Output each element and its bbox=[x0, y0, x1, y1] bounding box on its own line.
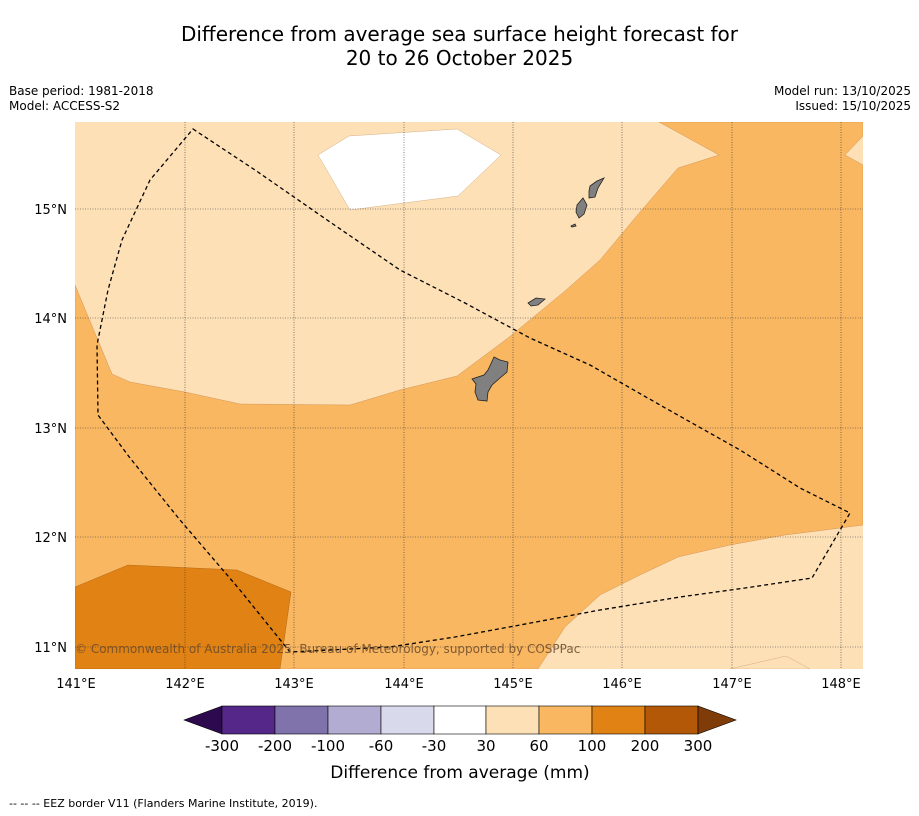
lon-label: 148°E bbox=[821, 677, 861, 692]
colorbar-extend-high bbox=[697, 705, 737, 735]
colorbar-segment bbox=[433, 705, 487, 735]
meta-right: Model run: 13/10/2025 Issued: 15/10/2025 bbox=[774, 84, 911, 114]
lon-label: 147°E bbox=[712, 677, 752, 692]
colorbar-tick-label: -30 bbox=[422, 737, 447, 755]
band-neutral bbox=[317, 128, 502, 211]
colorbar bbox=[183, 705, 737, 735]
band-30-60-bottom bbox=[729, 655, 811, 669]
lon-labels: 141°E 142°E 143°E 144°E 145°E 146°E 147°… bbox=[56, 677, 861, 692]
island-rota bbox=[527, 297, 546, 307]
model-text: Model: ACCESS-S2 bbox=[9, 99, 121, 113]
band-100-200 bbox=[75, 564, 292, 669]
colorbar-tick-label: 200 bbox=[631, 737, 660, 755]
lat-label: 12°N bbox=[34, 531, 67, 546]
issued-text: Issued: 15/10/2025 bbox=[795, 99, 911, 113]
colorbar-tick-label: -100 bbox=[311, 737, 345, 755]
colorbar-tick-label: 60 bbox=[529, 737, 548, 755]
map-area: © Commonwealth of Australia 2025, Bureau… bbox=[75, 122, 863, 669]
lon-label: 144°E bbox=[384, 677, 424, 692]
eez-border bbox=[96, 128, 851, 653]
colorbar-tick-label: -60 bbox=[369, 737, 394, 755]
title-line-1: Difference from average sea surface heig… bbox=[180, 22, 739, 46]
meta-left: Base period: 1981-2018 Model: ACCESS-S2 bbox=[9, 84, 154, 114]
colorbar-segment bbox=[644, 705, 699, 735]
lon-label: 141°E bbox=[56, 677, 96, 692]
copyright-text: © Commonwealth of Australia 2025, Bureau… bbox=[75, 642, 580, 656]
island-guam bbox=[471, 356, 509, 402]
colorbar-segment bbox=[327, 705, 382, 735]
colorbar-extend-low bbox=[183, 705, 223, 735]
island-tinian bbox=[575, 197, 588, 219]
colorbar-tick-label: -200 bbox=[258, 737, 292, 755]
gridlines bbox=[75, 122, 863, 669]
lat-label: 14°N bbox=[34, 312, 67, 327]
colorbar-segment bbox=[221, 705, 276, 735]
colorbar-title: Difference from average (mm) bbox=[330, 763, 589, 783]
colorbar-segment bbox=[380, 705, 435, 735]
colorbar-segment bbox=[274, 705, 329, 735]
footer-note: -- -- -- EEZ border V11 (Flanders Marine… bbox=[9, 797, 318, 810]
colorbar-tick-label: 100 bbox=[578, 737, 607, 755]
lat-label: 15°N bbox=[34, 203, 67, 218]
lon-label: 143°E bbox=[274, 677, 314, 692]
model-run-text: Model run: 13/10/2025 bbox=[773, 84, 911, 98]
island-aguijan bbox=[570, 223, 577, 228]
island-saipan bbox=[588, 177, 605, 199]
title-line-2: 20 to 26 October 2025 bbox=[345, 46, 574, 70]
chart-title: Difference from average sea surface heig… bbox=[0, 22, 919, 70]
lat-labels: 15°N 14°N 13°N 12°N 11°N bbox=[34, 203, 67, 656]
colorbar-segment bbox=[591, 705, 646, 735]
lat-label: 11°N bbox=[34, 641, 67, 656]
colorbar-tick-label: 300 bbox=[684, 737, 713, 755]
colorbar-tick-label: -300 bbox=[205, 737, 239, 755]
colorbar-segment bbox=[485, 705, 540, 735]
lon-label: 142°E bbox=[165, 677, 205, 692]
colorbar-tick-label: 30 bbox=[476, 737, 495, 755]
colorbar-labels: -300 -200 -100 -60 -30 30 60 100 200 300 bbox=[205, 737, 712, 755]
colorbar-segment bbox=[538, 705, 593, 735]
lon-label: 146°E bbox=[602, 677, 642, 692]
lat-label: 13°N bbox=[34, 422, 67, 437]
base-period-text: Base period: 1981-2018 bbox=[9, 84, 154, 98]
lon-label: 145°E bbox=[493, 677, 533, 692]
band-60-100 bbox=[75, 122, 863, 669]
